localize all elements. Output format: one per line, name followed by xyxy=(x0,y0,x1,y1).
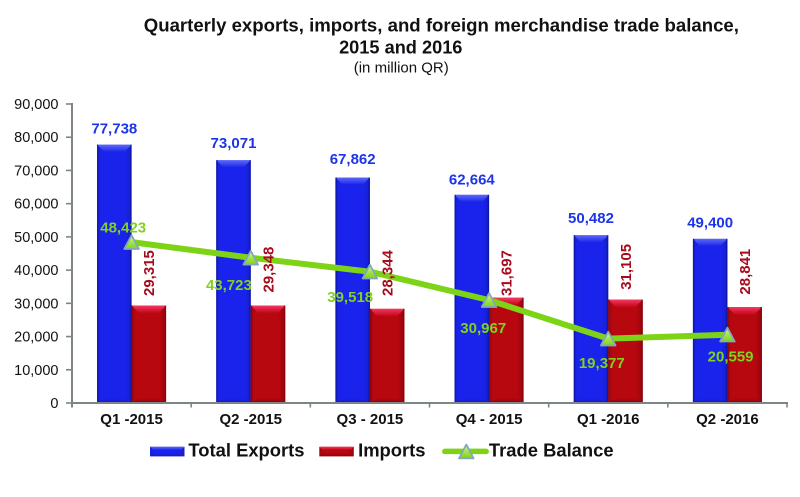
svg-text:40,000: 40,000 xyxy=(14,263,58,279)
svg-text:49,400: 49,400 xyxy=(687,215,733,232)
svg-text:Q4 - 2015: Q4 - 2015 xyxy=(456,411,523,428)
svg-text:Q1 -2016: Q1 -2016 xyxy=(577,411,640,428)
svg-text:29,348: 29,348 xyxy=(260,247,277,293)
svg-text:48,423: 48,423 xyxy=(100,219,146,236)
svg-text:28,841: 28,841 xyxy=(737,249,754,295)
svg-text:50,000: 50,000 xyxy=(14,230,58,246)
svg-text:39,518: 39,518 xyxy=(327,289,373,306)
svg-text:0: 0 xyxy=(50,396,58,412)
svg-text:28,344: 28,344 xyxy=(380,249,397,296)
svg-text:30,967: 30,967 xyxy=(460,320,506,337)
svg-text:2015 and 2016: 2015 and 2016 xyxy=(339,38,462,58)
svg-text:62,664: 62,664 xyxy=(449,172,496,189)
svg-text:90,000: 90,000 xyxy=(14,97,58,113)
svg-text:70,000: 70,000 xyxy=(14,163,58,179)
svg-text:19,377: 19,377 xyxy=(579,355,625,372)
svg-text:77,738: 77,738 xyxy=(91,120,137,137)
svg-text:Q2 -2016: Q2 -2016 xyxy=(696,411,759,428)
svg-text:10,000: 10,000 xyxy=(14,363,58,379)
svg-text:Imports: Imports xyxy=(358,439,425,460)
svg-text:50,482: 50,482 xyxy=(568,210,614,227)
svg-text:73,071: 73,071 xyxy=(211,135,257,152)
svg-text:Q1 -2015: Q1 -2015 xyxy=(100,411,163,428)
svg-text:Quarterly exports, imports, an: Quarterly exports, imports, and foreign … xyxy=(144,14,739,35)
svg-text:Q2 -2015: Q2 -2015 xyxy=(219,411,282,428)
svg-text:80,000: 80,000 xyxy=(14,130,58,146)
svg-text:29,315: 29,315 xyxy=(141,250,158,296)
svg-text:(in million QR): (in million QR) xyxy=(354,59,449,76)
svg-text:Trade Balance: Trade Balance xyxy=(489,439,614,460)
svg-text:60,000: 60,000 xyxy=(14,197,58,213)
svg-text:67,862: 67,862 xyxy=(330,151,376,168)
svg-text:Q3 - 2015: Q3 - 2015 xyxy=(337,411,404,428)
svg-text:20,559: 20,559 xyxy=(708,349,754,366)
svg-text:31,105: 31,105 xyxy=(618,244,635,290)
svg-text:31,697: 31,697 xyxy=(499,250,516,296)
svg-text:30,000: 30,000 xyxy=(14,296,58,312)
svg-text:43,723: 43,723 xyxy=(206,277,252,294)
svg-text:Total Exports: Total Exports xyxy=(188,439,304,460)
svg-text:20,000: 20,000 xyxy=(14,330,58,346)
